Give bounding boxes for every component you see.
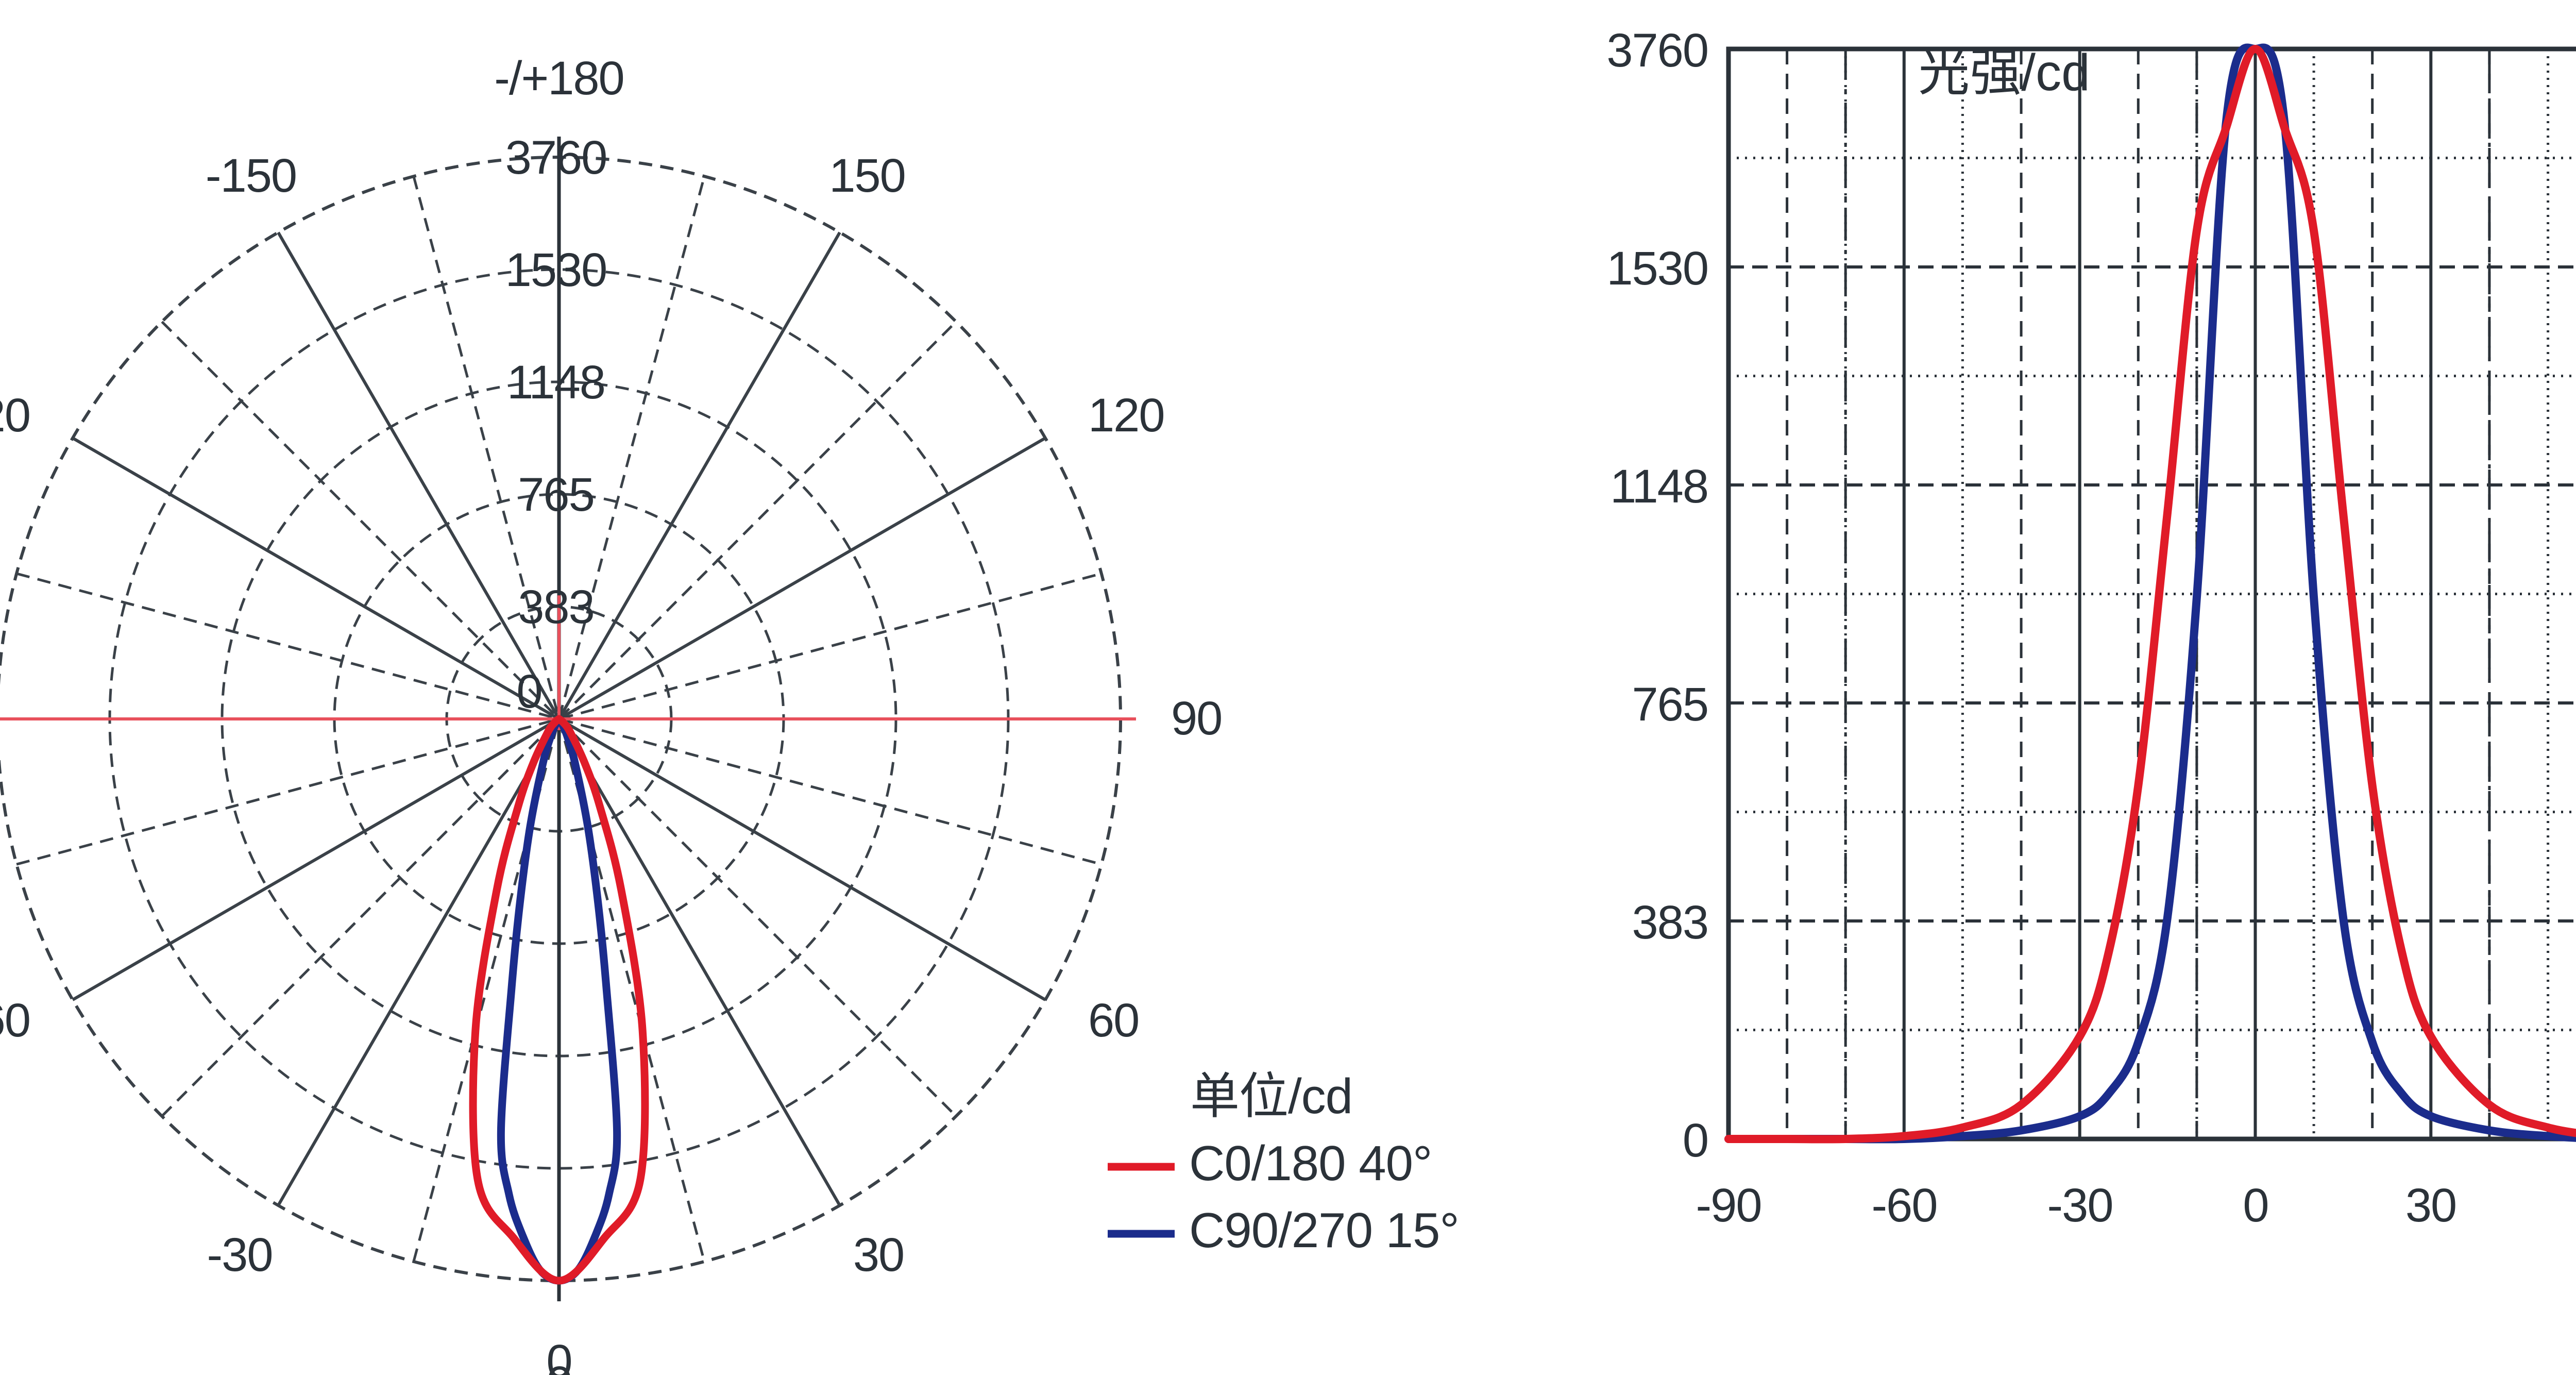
- legend-entry-label: C0/180 40°: [1189, 1136, 1432, 1191]
- cartesian-y-tick-label: 765: [1632, 678, 1708, 731]
- cartesian-grid: [1727, 47, 2576, 1141]
- cartesian-plot-frame: [1726, 46, 2576, 1142]
- polar-radial-label: 1530: [505, 244, 607, 296]
- polar-angle-label: 0: [546, 1335, 571, 1375]
- cartesian-chart-title: 光强/cd: [1918, 44, 2090, 102]
- cartesian-x-tick-labels: -90-60-300306090: [1696, 1179, 2458, 1232]
- polar-radial-label: 0: [516, 665, 541, 718]
- polar-angle-label: -150: [206, 149, 296, 202]
- polar-grid: [0, 137, 1136, 1301]
- polar-legend: 单位/cd C0/180 40° C90/270 15°: [1108, 1069, 1460, 1258]
- cartesian-y-tick-label: 0: [1683, 1114, 1708, 1167]
- polar-radial-tick-labels: 3760 1530 1148 765 383 0: [505, 131, 608, 718]
- legend-entry-label: C90/270 15°: [1189, 1203, 1459, 1258]
- cartesian-y-tick-labels: 3760 1530 1148 765 383 0: [1606, 24, 1709, 1167]
- polar-angle-label: 120: [1088, 389, 1164, 442]
- cartesian-x-tick-label: -90: [1696, 1179, 1761, 1232]
- polar-bottom-label: 0: [546, 1357, 571, 1375]
- polar-angle-label: -120: [0, 389, 30, 442]
- cartesian-x-tick-label: -30: [2047, 1179, 2113, 1232]
- polar-angle-label: 90: [1171, 692, 1222, 745]
- cartesian-x-tick-label: 0: [2243, 1179, 2268, 1232]
- cartesian-y-tick-label: 383: [1632, 896, 1708, 949]
- polar-curves: [469, 715, 649, 1285]
- polar-radial-label: 765: [518, 468, 594, 521]
- polar-angle-label: -60: [0, 994, 30, 1047]
- polar-radial-label: 383: [518, 581, 594, 633]
- legend-title: 单位/cd: [1190, 1069, 1352, 1124]
- polar-angle-label: 150: [829, 149, 905, 202]
- cartesian-y-tick-label: 1148: [1610, 460, 1708, 513]
- polar-angle-label: 30: [853, 1229, 904, 1281]
- cartesian-x-tick-label: -60: [1872, 1179, 1937, 1232]
- polar-angle-label: -30: [207, 1229, 273, 1281]
- cartesian-y-tick-label: 3760: [1606, 24, 1708, 77]
- cartesian-x-tick-label: 30: [2405, 1179, 2456, 1232]
- polar-angle-label: 60: [1088, 994, 1139, 1047]
- cartesian-curves: [1724, 43, 2576, 1144]
- polar-radial-label: 3760: [505, 131, 607, 184]
- polar-angle-label: -/+180: [494, 52, 623, 105]
- polar-radial-label: 1148: [507, 356, 605, 409]
- cartesian-y-tick-label: 1530: [1606, 242, 1708, 295]
